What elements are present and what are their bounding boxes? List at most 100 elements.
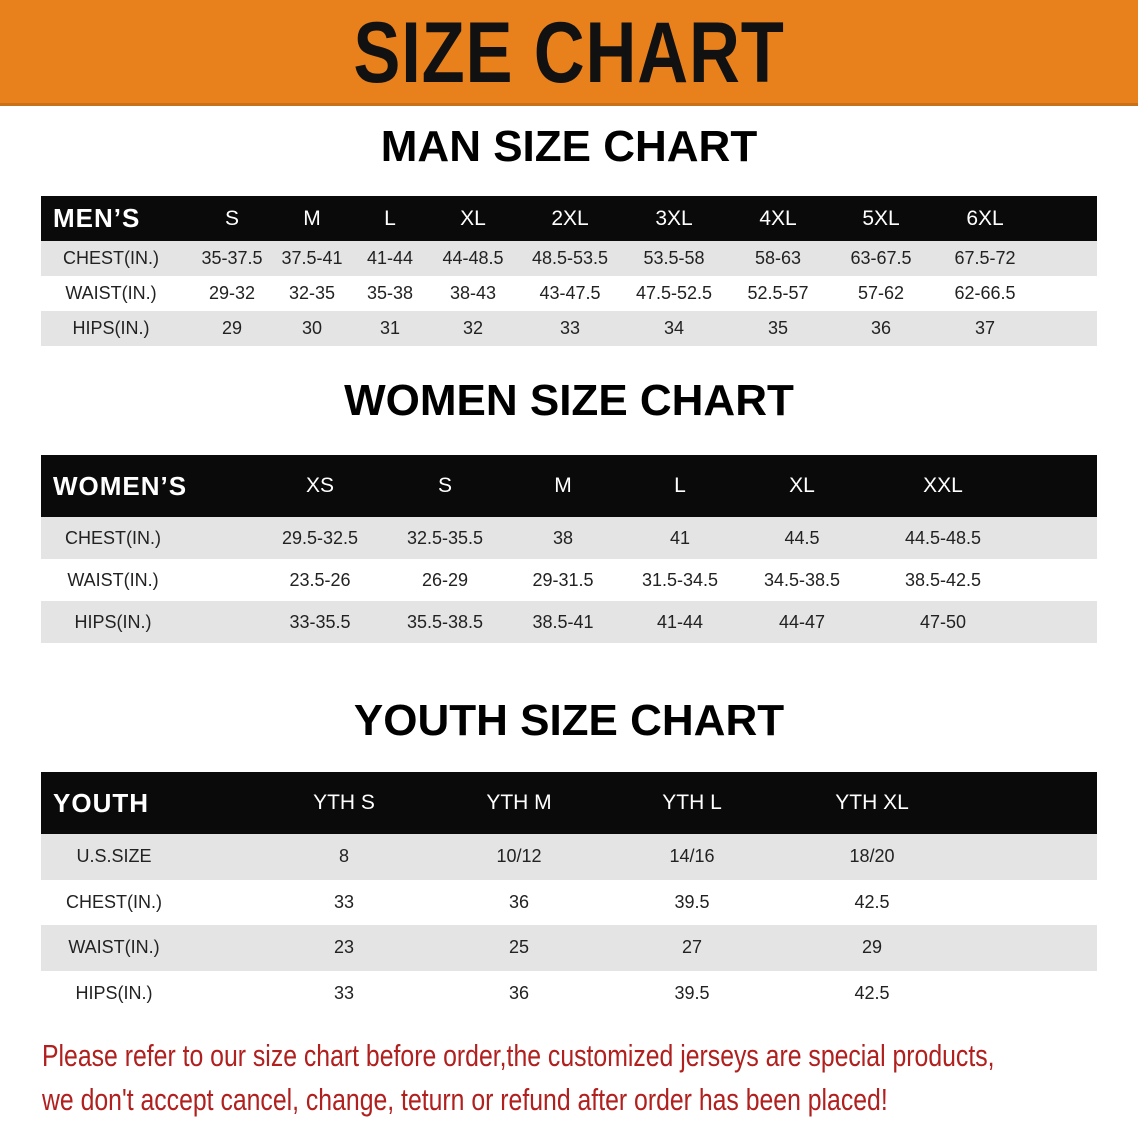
measurement-cell: 63-67.5 <box>850 248 912 268</box>
measurement-cell: 44.5-48.5 <box>904 527 982 548</box>
women-title: WOMEN SIZE CHART <box>344 376 794 425</box>
size-header: L <box>674 474 686 497</box>
men-title: MAN SIZE CHART <box>380 122 758 171</box>
measurement-cell: 23 <box>333 937 355 958</box>
table-row: CHEST(IN.) 29.5-32.5 32.5-35.5 38 41 44.5 44.5… <box>41 517 1097 559</box>
measurement-cell: 41-44 <box>366 248 414 268</box>
footer-notice-line-1: Please refer to our size chart before or… <box>42 1038 995 1073</box>
measurement-cell: 23.5-26 <box>289 569 351 590</box>
measurement-cell: 67.5-72 <box>954 248 1016 268</box>
measurement-cell: 33-35.5 <box>289 611 351 632</box>
women-header-row: WOMEN’S XS S M L XL XXL <box>41 455 1097 517</box>
measurement-cell: 32-35 <box>288 283 336 303</box>
row-label: WAIST(IN.) <box>65 283 157 303</box>
row-label: CHEST(IN.) <box>63 248 159 268</box>
size-header: S <box>224 206 240 230</box>
row-label: HIPS(IN.) <box>74 611 152 632</box>
table-row: WAIST(IN.) 23 25 27 29 <box>41 925 1097 971</box>
row-label: HIPS(IN.) <box>75 982 153 1003</box>
measurement-cell: 29.5-32.5 <box>281 527 359 548</box>
size-header: M <box>303 206 321 230</box>
youth-header-row: YOUTH YTH S YTH M YTH L YTH XL <box>41 772 1097 834</box>
size-header: 2XL <box>551 206 589 230</box>
header-label: MEN’S <box>53 203 141 233</box>
measurement-cell: 30 <box>301 318 323 338</box>
measurement-cell: 32.5-35.5 <box>406 527 484 548</box>
measurement-cell: 37 <box>974 318 996 338</box>
size-header: YTH M <box>486 791 552 814</box>
size-header: XS <box>305 474 335 497</box>
measurement-cell: 33 <box>559 318 581 338</box>
measurement-cell: 38.5-42.5 <box>904 569 982 590</box>
youth-size-table: YOUTH YTH S YTH M YTH L YTH XL U.S.SIZE 8 10/12… <box>41 772 1097 1016</box>
table-row: CHEST(IN.) 35-37.5 37.5-41 41-44 44-48.5 48.5… <box>41 241 1097 276</box>
size-header: 6XL <box>966 206 1004 230</box>
measurement-cell: 29-32 <box>208 283 256 303</box>
measurement-cell: 35-37.5 <box>201 248 263 268</box>
row-label: CHEST(IN.) <box>66 891 162 912</box>
size-header: M <box>554 474 572 497</box>
measurement-cell: 43-47.5 <box>539 283 601 303</box>
measurement-cell: 42.5 <box>854 982 890 1003</box>
measurement-cell: 39.5 <box>674 982 710 1003</box>
measurement-cell: 36 <box>508 891 530 912</box>
women-size-table: WOMEN’S XS S M L XL XXL CHEST(IN.) 29.5-32.5 32.5… <box>41 455 1097 643</box>
measurement-cell: 38-43 <box>449 283 497 303</box>
size-header: YTH S <box>313 791 375 814</box>
measurement-cell: 31 <box>379 318 401 338</box>
measurement-cell: 42.5 <box>854 891 890 912</box>
measurement-cell: 36 <box>870 318 892 338</box>
measurement-cell: 25 <box>508 937 530 958</box>
table-row: HIPS(IN.) 33 36 39.5 42.5 <box>41 970 1097 1016</box>
measurement-cell: 29 <box>221 318 243 338</box>
size-header: L <box>384 206 396 230</box>
measurement-cell: 18/20 <box>849 846 895 867</box>
measurement-cell: 34 <box>663 318 685 338</box>
measurement-cell: 36 <box>508 982 530 1003</box>
measurement-cell: 44-48.5 <box>442 248 504 268</box>
measurement-cell: 38.5-41 <box>532 611 594 632</box>
measurement-cell: 47.5-52.5 <box>635 283 713 303</box>
header-label: YOUTH <box>53 787 149 818</box>
measurement-cell: 52.5-57 <box>747 283 809 303</box>
measurement-cell: 29-31.5 <box>532 569 594 590</box>
measurement-cell: 53.5-58 <box>643 248 705 268</box>
size-header: XXL <box>923 474 963 497</box>
men-size-table: MEN’S S M L XL 2XL 3XL 4XL 5XL 6XL CHEST(IN.) 35-37… <box>41 196 1097 346</box>
header-label: WOMEN’S <box>53 470 188 501</box>
footer-notice-line-2: we don't accept cancel, change, teturn o… <box>42 1082 888 1117</box>
measurement-cell: 38 <box>552 527 574 548</box>
table-row: U.S.SIZE 8 10/12 14/16 18/20 <box>41 834 1097 880</box>
measurement-cell: 14/16 <box>669 846 715 867</box>
measurement-cell: 35-38 <box>366 283 414 303</box>
measurement-cell: 57-62 <box>857 283 905 303</box>
table-row: WAIST(IN.) 29-32 32-35 35-38 38-43 43-47.5 47.… <box>41 276 1097 311</box>
banner-title: SIZE CHART <box>353 5 785 101</box>
size-header: 4XL <box>759 206 797 230</box>
row-label: CHEST(IN.) <box>65 527 161 548</box>
measurement-cell: 29 <box>861 937 883 958</box>
measurement-cell: 33 <box>333 891 355 912</box>
measurement-cell: 31.5-34.5 <box>641 569 719 590</box>
banner: SIZE CHART <box>0 0 1138 106</box>
measurement-cell: 44-47 <box>778 611 826 632</box>
table-row: WAIST(IN.) 23.5-26 26-29 29-31.5 31.5-34.5 34… <box>41 559 1097 601</box>
row-label: U.S.SIZE <box>76 846 152 867</box>
measurement-cell: 33 <box>333 982 355 1003</box>
table-row: HIPS(IN.) 33-35.5 35.5-38.5 38.5-41 41-44 44-… <box>41 601 1097 643</box>
size-header: XL <box>460 206 486 230</box>
measurement-cell: 26-29 <box>421 569 469 590</box>
size-header: YTH L <box>662 791 722 814</box>
table-row: HIPS(IN.) 29 30 31 32 33 34 35 36 37 <box>41 311 1097 346</box>
size-header: 5XL <box>862 206 900 230</box>
measurement-cell: 32 <box>462 318 484 338</box>
measurement-cell: 35.5-38.5 <box>406 611 484 632</box>
row-label: HIPS(IN.) <box>72 318 150 338</box>
size-header: YTH XL <box>835 791 909 814</box>
measurement-cell: 44.5 <box>784 527 820 548</box>
measurement-cell: 39.5 <box>674 891 710 912</box>
measurement-cell: 41-44 <box>656 611 704 632</box>
measurement-cell: 27 <box>681 937 703 958</box>
size-header: 3XL <box>655 206 693 230</box>
measurement-cell: 62-66.5 <box>954 283 1016 303</box>
